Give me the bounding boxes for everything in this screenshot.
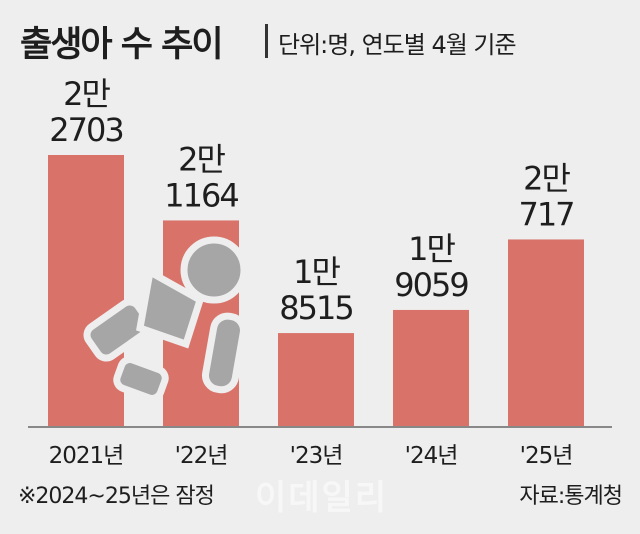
title-divider xyxy=(265,24,268,58)
data-label-1-1: 1164 xyxy=(164,176,238,214)
category-label-4: '25년 xyxy=(520,443,573,469)
bar-0 xyxy=(48,155,124,427)
footnote: ※2024~25년은 잠정 xyxy=(18,484,215,509)
data-label-4-0: 2만 xyxy=(523,159,570,197)
source-note: 자료:통계청 xyxy=(519,484,623,509)
data-label-1-0: 2만 xyxy=(178,140,225,178)
category-label-1: '22년 xyxy=(175,443,228,469)
bar-3 xyxy=(393,309,469,427)
baby-crawling-icon xyxy=(83,236,248,402)
chart-title: 출생아 수 추이 xyxy=(20,25,224,65)
data-label-4-1: 717 xyxy=(518,195,573,233)
category-label-3: '24년 xyxy=(405,443,458,469)
watermark-logo: 이데일리 xyxy=(255,478,389,518)
data-label-0-0: 2만 xyxy=(63,75,110,113)
title-bar: 출생아 수 추이 단위:명, 연도별 4월 기준 xyxy=(0,0,640,80)
data-label-3-1: 9059 xyxy=(394,266,468,304)
category-label-0: 2021년 xyxy=(49,443,124,469)
category-label-2: '23년 xyxy=(290,443,343,469)
data-label-2-0: 1만 xyxy=(293,253,340,291)
data-label-3-0: 1만 xyxy=(408,230,455,268)
data-label-2-1: 8515 xyxy=(279,289,352,327)
bar-2 xyxy=(278,333,354,427)
data-label-0-1: 2703 xyxy=(49,111,122,149)
bar-4 xyxy=(508,239,584,427)
unit-note: 단위:명, 연도별 4월 기준 xyxy=(278,31,517,59)
